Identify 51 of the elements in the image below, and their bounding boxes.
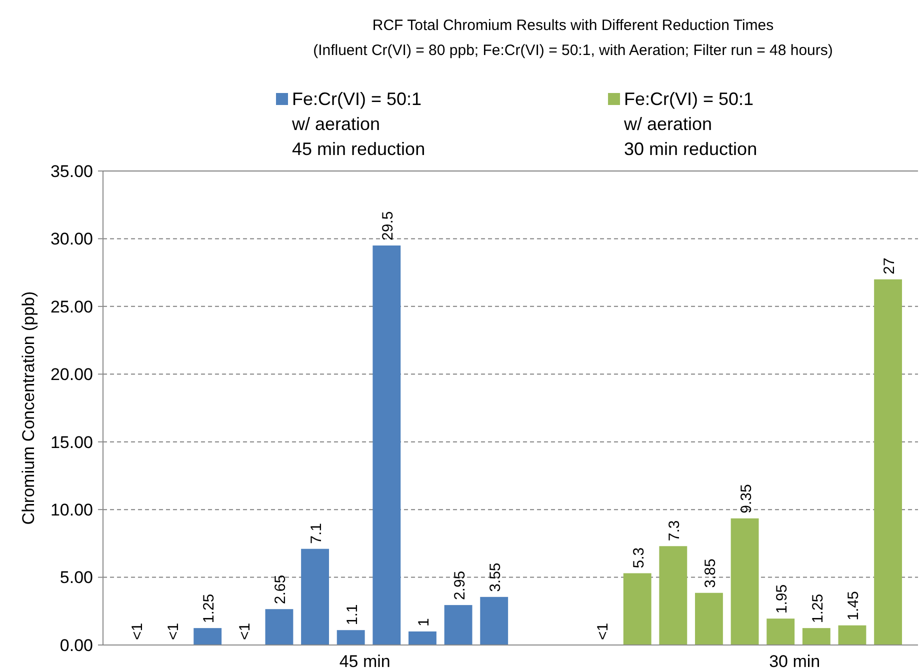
bar: [265, 609, 294, 645]
y-tick-label: 0.00: [60, 636, 93, 655]
data-label: 1: [415, 618, 432, 626]
text: <1: [594, 622, 612, 640]
data-label: 3.55: [487, 562, 504, 592]
legend-label: Fe:Cr(VI) = 50:1 w/ aeration 45 min reduction: [291, 89, 426, 159]
legend-label: Fe:Cr(VI) = 50:1 w/ aeration 30 min reduction: [623, 89, 758, 159]
text: <1: [236, 622, 254, 640]
bar: [194, 628, 222, 645]
data-label: 3.85: [702, 558, 719, 588]
data-label: 1.25: [200, 594, 218, 624]
bar: [659, 546, 688, 645]
y-tick-label: 35.00: [50, 162, 93, 181]
y-tick-label: 5.00: [60, 568, 93, 588]
y-tick-label: 30.00: [50, 230, 93, 249]
data-label: 1.1: [344, 604, 361, 626]
chart-subtitle: (Influent Cr(VI) = 80 ppb; Fe:Cr(VI) = 50:1, with Aeration; Filter run = 48 hours): [313, 42, 833, 59]
data-label: 7.3: [666, 520, 684, 542]
data-label: 1.95: [774, 584, 791, 614]
bar: [444, 605, 472, 645]
data-label: 7.1: [308, 522, 326, 544]
x-tick-label: 45 min: [339, 652, 390, 668]
data-label: 2.65: [272, 574, 290, 604]
text: <1: [128, 622, 146, 640]
data-label: 1.45: [845, 591, 862, 620]
y-tick-label: 25.00: [50, 297, 93, 316]
y-tick-label: 10.00: [50, 500, 93, 520]
y-tick-label: 15.00: [50, 432, 93, 452]
y-axis-title: Chromium Concentration (ppb): [19, 291, 38, 525]
data-label: 29.5: [380, 211, 397, 240]
data-label: 27: [881, 258, 898, 274]
bar: [408, 631, 436, 645]
bar: [838, 625, 866, 645]
bar: [730, 518, 759, 645]
x-tick-label: 30 min: [769, 652, 820, 668]
data-label: 1.25: [809, 594, 826, 624]
bar: [766, 618, 795, 645]
text: <1: [164, 622, 182, 640]
bar: [802, 628, 830, 645]
bar: [874, 279, 902, 645]
data-label: 9.35: [738, 484, 755, 514]
bar: [372, 245, 401, 645]
bar: [336, 630, 365, 645]
data-label: 5.3: [630, 547, 648, 568]
bar: [480, 596, 508, 645]
bar: [695, 592, 723, 645]
data-label: 2.95: [451, 570, 468, 600]
chart-title: RCF Total Chromium Results with Different Reduction Times: [372, 17, 774, 34]
y-tick-label: 20.00: [50, 365, 93, 384]
bar: [301, 548, 329, 645]
bar: [623, 573, 652, 645]
